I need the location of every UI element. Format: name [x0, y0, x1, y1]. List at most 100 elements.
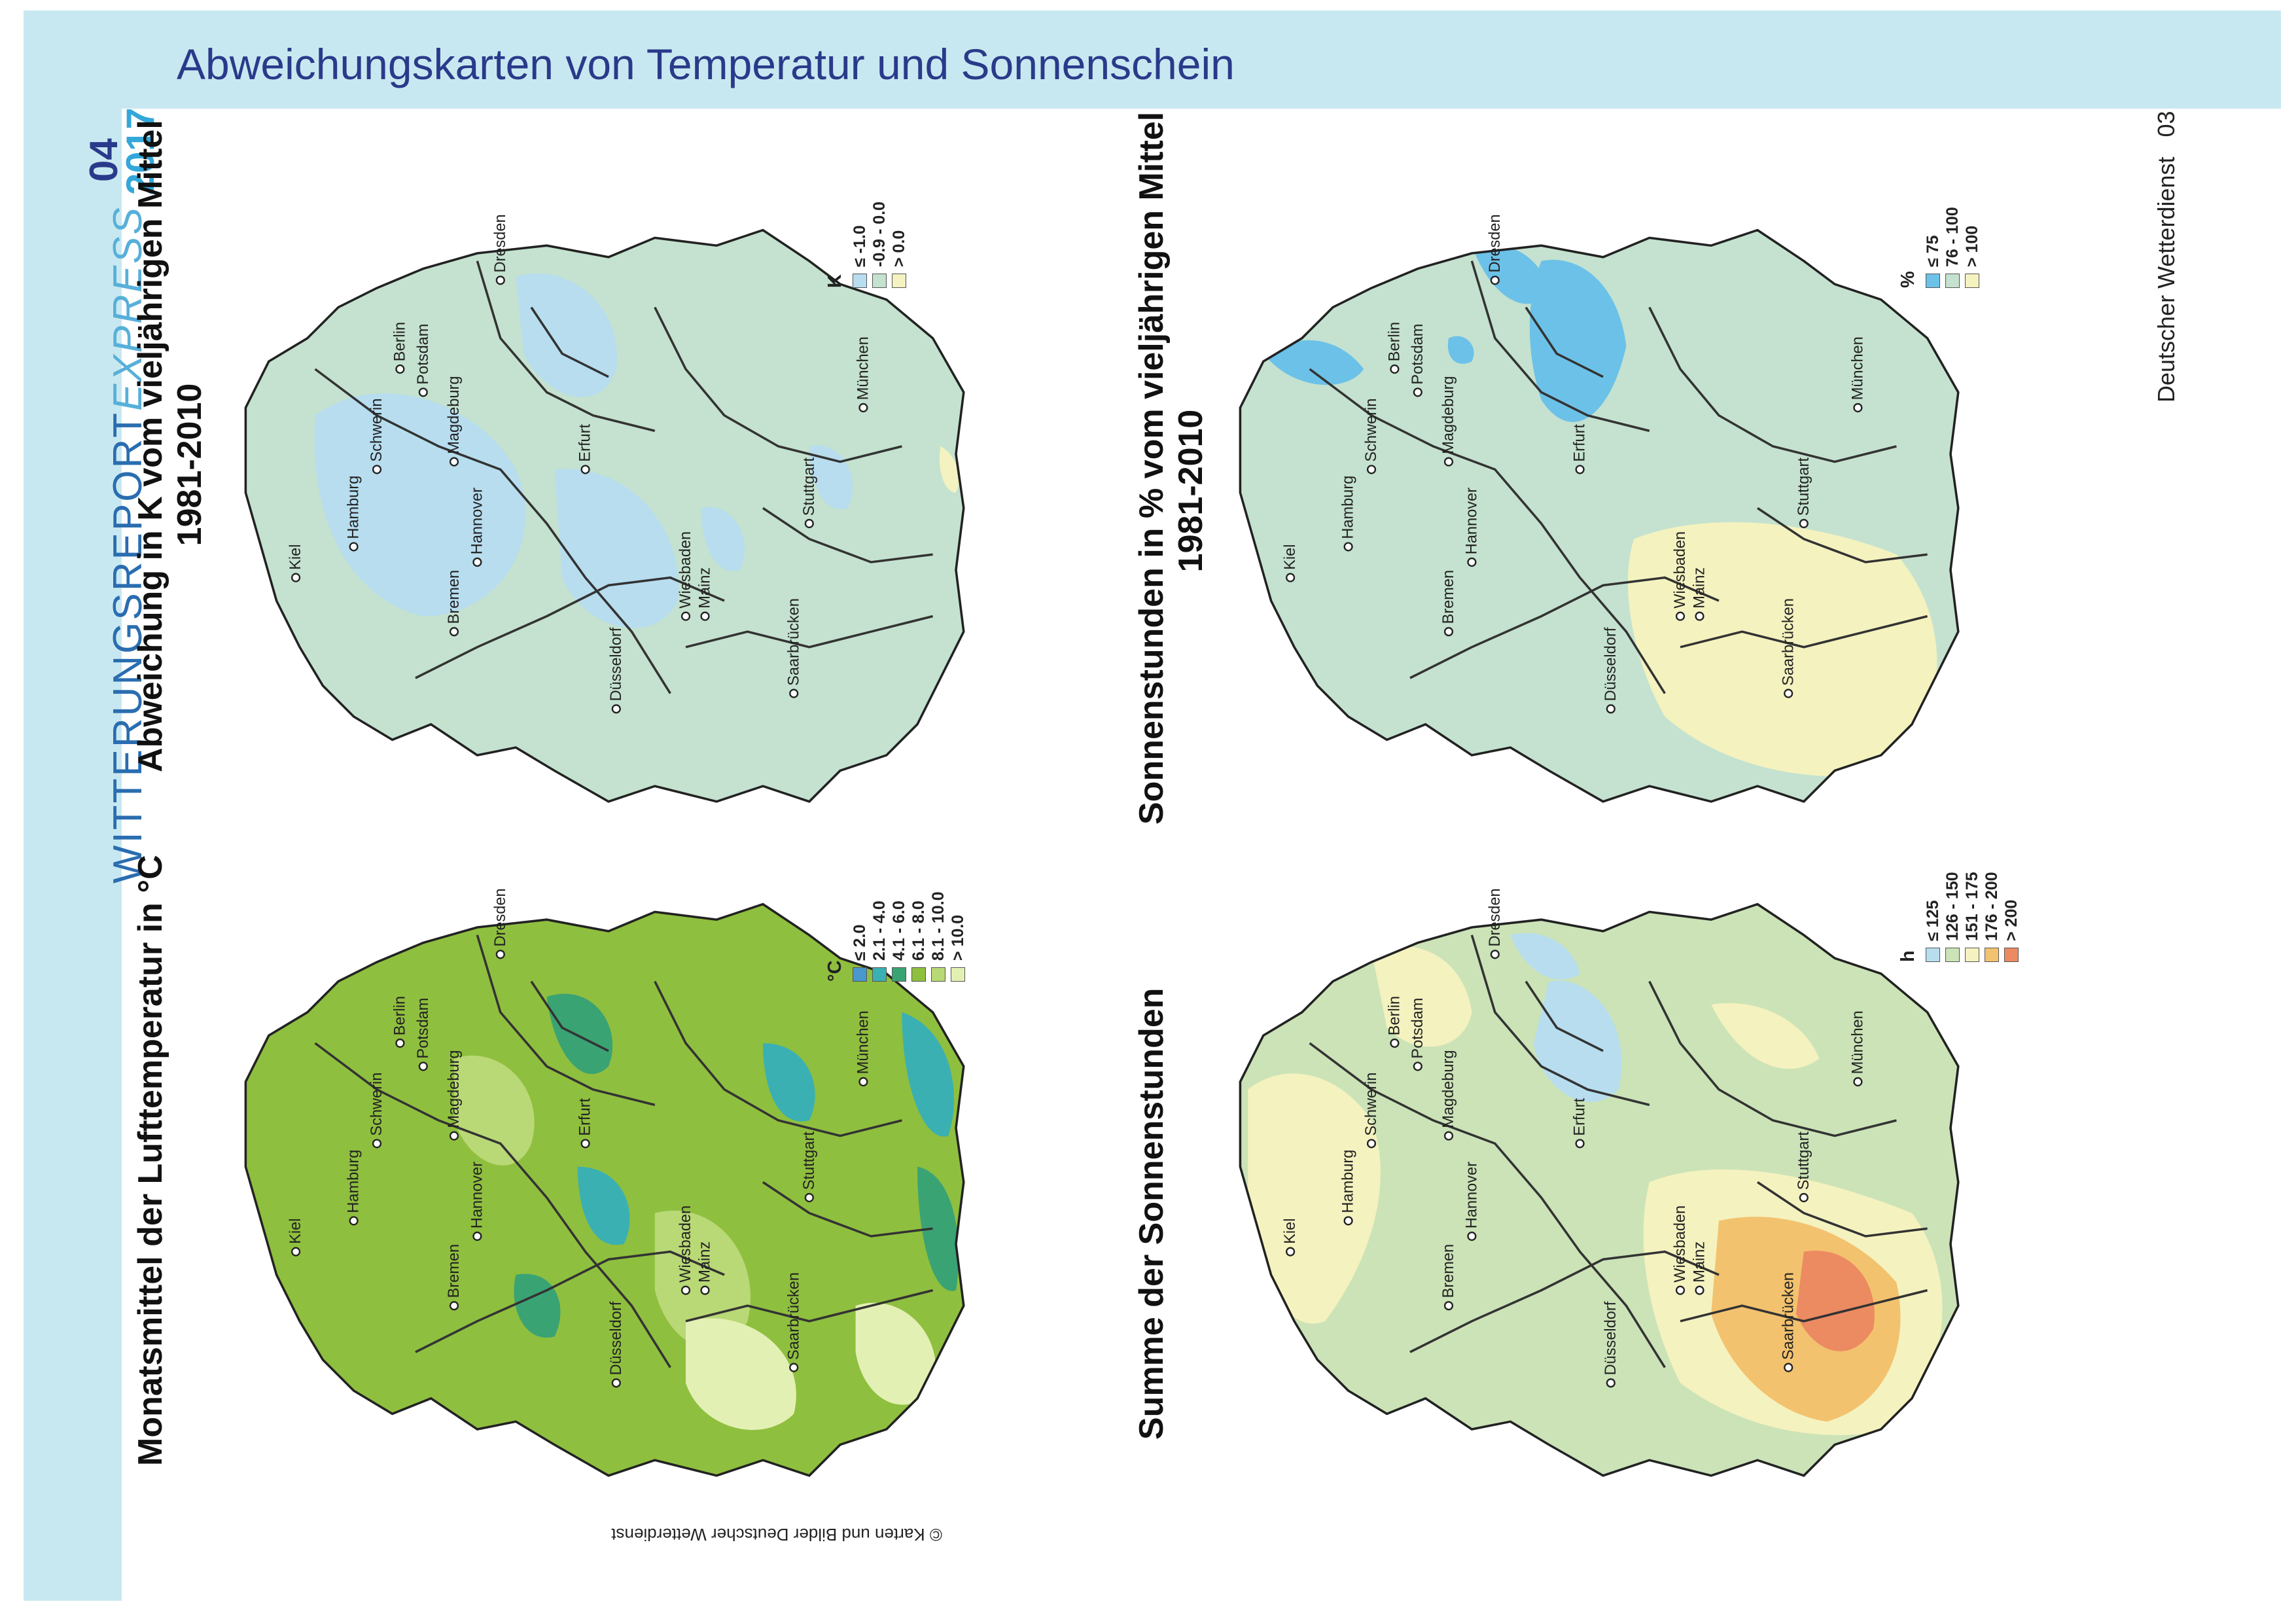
city-marker: [1853, 1077, 1863, 1087]
map-region: [1248, 1073, 1381, 1324]
map-region: [686, 1318, 796, 1430]
sidebar-band: [24, 10, 122, 1601]
city-marker: [349, 542, 359, 552]
city-marker: [804, 1192, 814, 1203]
map-region: [577, 1166, 630, 1245]
map-boundary-line: [530, 306, 609, 378]
germany-map-svg: Kiel Hamburg Schwerin Bremen Berlin Potsdam Ha…: [244, 214, 965, 803]
city-label: Potsdam: [414, 998, 431, 1059]
city-label: Bremen: [1439, 1244, 1457, 1298]
city-marker: [1443, 1131, 1454, 1141]
city-label: Erfurt: [576, 424, 593, 462]
city-label: Berlin: [1385, 996, 1402, 1035]
legend-swatch: [1985, 948, 1999, 962]
city-label: Saarbrücken: [1779, 1272, 1796, 1360]
title-sun-sum: Summe der Sonnenstunden: [1133, 988, 1171, 1440]
map-boundary-line: [1409, 1250, 1720, 1353]
header-band: [24, 10, 2281, 109]
city-label: München: [1848, 336, 1865, 400]
legend-unit: h: [1898, 950, 1918, 962]
legend-swatch: [1945, 274, 1960, 288]
city-marker: [472, 1231, 482, 1241]
legend-sun-anomaly: % ≤ 75 76 - 100 > 100: [1898, 207, 1982, 288]
legend-item: 126 - 150: [1943, 872, 1962, 962]
legend-item: 176 - 200: [1982, 872, 2002, 962]
city-label: München: [854, 336, 871, 400]
legend-item: 151 - 175: [1962, 872, 1982, 962]
city-label: Bremen: [445, 1244, 462, 1298]
map-region: [1533, 980, 1622, 1102]
legend-label: > 100: [1962, 225, 1981, 267]
map-region: [1711, 1003, 1820, 1069]
legend-unit: °C: [824, 960, 845, 982]
city-label: Erfurt: [1571, 1098, 1588, 1136]
map-region: [1263, 340, 1364, 385]
legend-item: > 100: [1962, 207, 1982, 288]
legend-label: 126 - 150: [1943, 872, 1962, 941]
city-label: Bremen: [445, 570, 462, 624]
legend-label: 4.1 - 6.0: [889, 901, 908, 961]
city-label: Magdeburg: [1439, 376, 1457, 454]
footer-publisher: Deutscher Wetterdienst 03: [2153, 111, 2180, 402]
map-region: [1796, 1251, 1875, 1351]
map-boundary-line: [314, 368, 671, 694]
map-temp-anomaly: Kiel Hamburg Schwerin Bremen Berlin Potsdam Ha…: [222, 209, 995, 838]
legend-label: > 0.0: [889, 230, 908, 267]
map-boundary-line: [476, 935, 656, 1107]
legend-label: 2.1 - 4.0: [870, 901, 889, 961]
city-label: Stuttgart: [800, 457, 817, 516]
legend-temp-anomaly: K ≤ -1.0 -0.9 - 0.0 > 0.0: [824, 202, 909, 288]
map-boundary-line: [685, 1289, 934, 1323]
city-label: Magdeburg: [445, 376, 462, 454]
city-marker: [1695, 1285, 1704, 1295]
city-marker: [1366, 1139, 1377, 1149]
city-marker: [1606, 704, 1616, 714]
city-label: Stuttgart: [1795, 457, 1812, 516]
map-region: [546, 993, 613, 1075]
city-label: Berlin: [391, 322, 408, 361]
map-boundary-line: [314, 1042, 671, 1368]
map-boundary-line: [1470, 935, 1650, 1107]
city-label: Düsseldorf: [1602, 627, 1619, 701]
legend-swatch: [1945, 948, 1960, 962]
city-marker: [1490, 950, 1500, 959]
map-boundary-line: [1680, 615, 1928, 649]
city-marker: [1413, 1061, 1422, 1071]
map-region: [454, 1055, 535, 1166]
city-label: Mainz: [1691, 567, 1708, 609]
title-temp-anomaly: Abweichung in K vom vieljährigen Mittel …: [132, 120, 209, 772]
title-temp-mean: Monatsmittel der Lufttemperatur in °C: [132, 855, 169, 1466]
legend-label: > 200: [2002, 899, 2021, 941]
city-marker: [418, 1061, 428, 1071]
legend-label: ≤ 125: [1923, 900, 1942, 941]
legend-label: ≤ 2.0: [850, 924, 869, 961]
city-label: Stuttgart: [800, 1132, 817, 1190]
city-marker: [804, 518, 814, 529]
city-label: Kiel: [287, 544, 304, 569]
title-sun-anomaly: Sonnenstunden in % vom vieljährigen Mitt…: [1133, 111, 1210, 825]
map-outline: [1239, 902, 1960, 1477]
map-region: [855, 1302, 936, 1405]
city-label: Kiel: [287, 1218, 304, 1243]
city-label: Hannover: [1462, 488, 1479, 554]
city-label: Hamburg: [345, 476, 362, 539]
city-label: Wiesbaden: [677, 531, 694, 609]
legend-item: ≤ 125: [1923, 872, 1943, 962]
germany-map-svg: Kiel Hamburg Schwerin Bremen Berlin Potsdam Ha…: [1239, 888, 1960, 1477]
city-label: Hamburg: [1339, 1150, 1356, 1213]
map-boundary-line: [1525, 306, 1604, 378]
city-marker: [1390, 1038, 1400, 1048]
map-region: [1529, 260, 1627, 422]
map-boundary-line: [1648, 306, 1897, 463]
legend-item: -0.9 - 0.0: [870, 202, 889, 288]
city-label: Kiel: [1281, 1218, 1298, 1243]
map-region: [701, 507, 745, 571]
map-boundary-line: [476, 260, 656, 433]
germany-map-svg: Kiel Hamburg Schwerin Bremen Berlin Potsdam Ha…: [244, 888, 965, 1477]
city-label: München: [854, 1010, 871, 1074]
city-marker: [858, 1077, 868, 1087]
city-marker: [1366, 465, 1377, 474]
city-label: Potsdam: [1409, 324, 1426, 385]
map-boundary-line: [1525, 980, 1604, 1052]
city-marker: [1286, 573, 1296, 582]
